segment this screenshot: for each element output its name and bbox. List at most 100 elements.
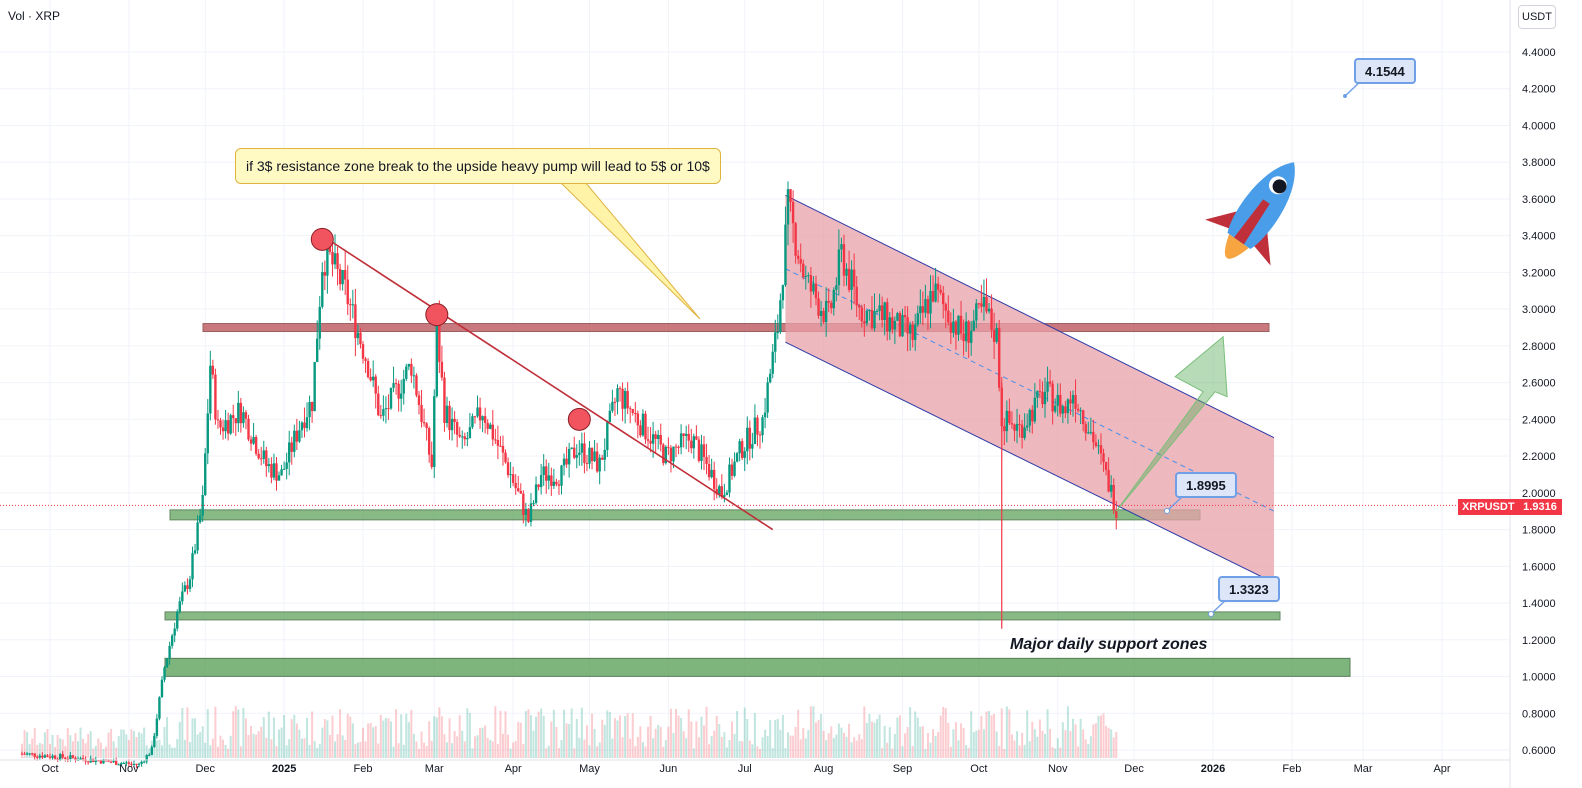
channel-mid-line	[785, 268, 1275, 512]
candles	[20, 181, 1118, 769]
volume-bar	[1013, 740, 1016, 758]
candle-body	[150, 746, 153, 755]
candle-body	[20, 753, 24, 755]
candle-body	[1041, 392, 1044, 405]
candle-body	[667, 446, 670, 448]
candle-body	[433, 396, 436, 467]
candle-body	[776, 332, 780, 334]
candle-body	[163, 667, 166, 680]
candle-body	[316, 338, 319, 362]
volume-bar	[178, 721, 181, 758]
candle-body	[982, 296, 986, 307]
candle-body	[959, 315, 963, 334]
volume-bar	[244, 718, 247, 758]
volume-bar	[1049, 728, 1052, 758]
candle-body	[725, 492, 729, 495]
volume-bar	[654, 728, 657, 758]
volume-bar	[362, 727, 365, 758]
candle-body	[300, 422, 304, 431]
x-tick-label: Oct	[970, 763, 987, 775]
volume-bar	[132, 731, 135, 758]
candle-body	[501, 445, 505, 453]
volume-bar	[186, 707, 189, 758]
volume-bar	[303, 738, 306, 758]
volume-bar	[402, 744, 405, 758]
candle-body	[201, 495, 204, 516]
volume-bar	[624, 716, 627, 758]
candle-body	[369, 377, 372, 381]
volume-bar	[926, 732, 929, 758]
candle-body	[733, 461, 736, 476]
volume-bar	[69, 735, 72, 758]
candle-body	[814, 283, 818, 299]
volume-bar	[349, 716, 352, 758]
candle-body	[931, 291, 935, 302]
volume-bar	[568, 723, 571, 758]
volume-bar	[199, 732, 202, 758]
candle-body	[499, 445, 502, 447]
candle-body	[975, 303, 978, 321]
volume-bar	[1021, 732, 1024, 758]
volume-bar	[423, 742, 426, 758]
candle-body	[873, 311, 876, 329]
candle-body	[1066, 399, 1070, 414]
volume-bar	[975, 730, 978, 758]
volume-bar	[881, 748, 884, 758]
volume-bar	[667, 726, 670, 758]
candle-body	[878, 305, 881, 311]
volume-bar	[898, 715, 901, 758]
volume-bar	[176, 738, 179, 758]
candle-body	[407, 363, 411, 367]
candle-body	[33, 753, 36, 757]
x-tick-label: Mar	[425, 763, 444, 775]
volume-bar	[990, 715, 993, 758]
volume-bar	[705, 706, 708, 758]
x-tick-label: Dec	[1124, 763, 1144, 775]
resistance-note[interactable]: if 3$ resistance zone break to the upsid…	[235, 148, 721, 184]
currency-button[interactable]: USDT	[1518, 5, 1556, 29]
volume-bar	[64, 746, 67, 758]
candle-body	[176, 611, 179, 629]
price-callout-low[interactable]: 1.3323	[1218, 576, 1280, 602]
candle-body	[947, 310, 950, 323]
volume-bar	[443, 734, 446, 758]
volume-bar	[382, 720, 385, 758]
volume-bar	[682, 731, 685, 758]
volume-bar	[125, 734, 128, 758]
volume-bar	[786, 732, 789, 758]
candle-body	[305, 417, 309, 429]
candle-body	[517, 488, 520, 492]
volume-bar	[552, 709, 555, 758]
volume-bar	[766, 736, 769, 758]
candle-body	[158, 697, 161, 719]
candle-body	[1046, 381, 1049, 392]
candle-body	[967, 321, 970, 343]
candle-body	[613, 401, 617, 403]
resistance-zone	[202, 323, 1270, 333]
candle-body	[120, 763, 123, 765]
price-callout-high[interactable]: 4.1544	[1354, 58, 1416, 84]
volume-bar	[377, 743, 380, 758]
price-callout-mid[interactable]: 1.8995	[1175, 472, 1237, 498]
candle-body	[639, 425, 642, 436]
candle-body	[74, 757, 77, 761]
volume-bar	[107, 732, 110, 758]
volume-bar	[993, 713, 996, 758]
candle-body	[1028, 409, 1031, 426]
volume-bar	[115, 747, 118, 758]
volume-bar	[746, 718, 749, 758]
pivot-circle	[310, 227, 334, 251]
volume-bar	[168, 744, 171, 758]
volume-bar	[364, 741, 367, 758]
volume-bar	[560, 740, 563, 758]
candle-body	[514, 482, 517, 489]
candle-body	[751, 444, 754, 449]
candle-body	[341, 270, 344, 285]
candle-body	[1018, 423, 1021, 425]
volume-bar	[850, 742, 853, 758]
volume-bar	[318, 743, 321, 758]
volume-bar	[870, 721, 873, 758]
volume-bar	[33, 728, 36, 758]
candle-body	[132, 763, 136, 765]
